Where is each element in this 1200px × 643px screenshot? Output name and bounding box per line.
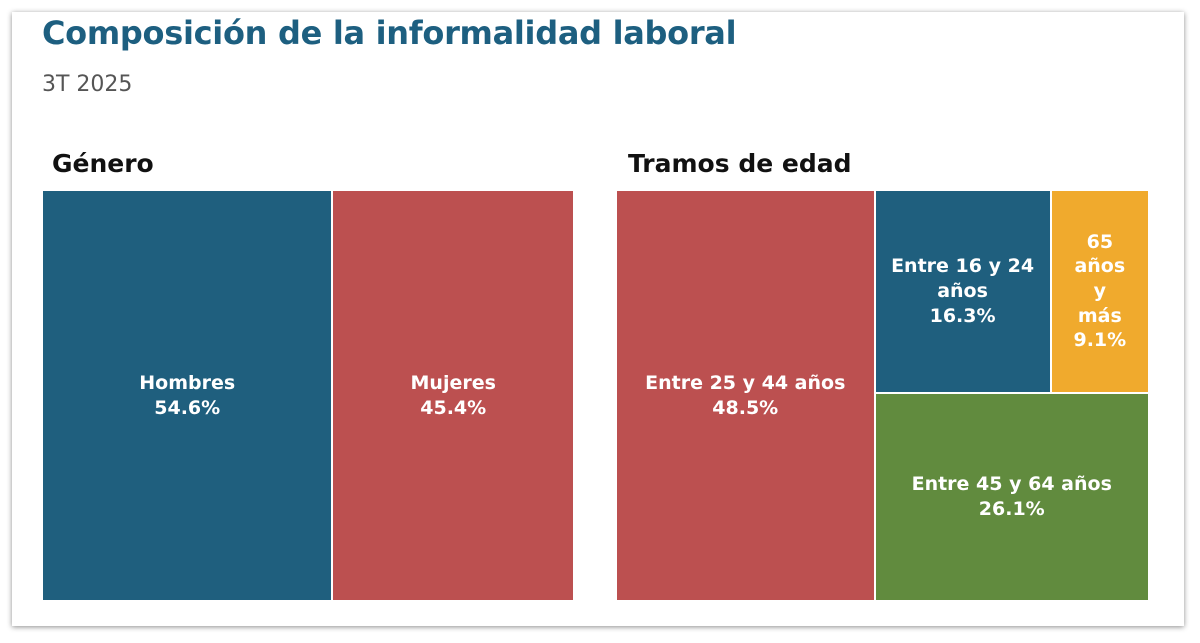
gender-panel-title: Género <box>52 149 154 178</box>
tile-category-label: Entre 16 y 24 <box>891 255 1035 278</box>
age-treemap: Entre 25 y 44 años 48.5% Entre 16 y 24 años… <box>616 190 1149 601</box>
tile-category-label: años <box>937 280 988 302</box>
treemap-tile-entre-45-y-64: Entre 45 y 64 años 26.1% <box>874 392 1149 601</box>
gender-treemap: Hombres 54.6% Mujeres 45.4% <box>42 190 574 601</box>
tile-category-label: años <box>1074 255 1126 278</box>
tile-value-label: 9.1% <box>1073 329 1127 352</box>
age-panel-title: Tramos de edad <box>628 149 852 178</box>
tile-value-label: 54.6% <box>154 396 221 419</box>
tile-category-label: más <box>1077 304 1122 327</box>
tile-value-label: 48.5% <box>712 396 779 419</box>
tile-value-label: 26.1% <box>978 497 1045 520</box>
tile-category-label: y <box>1093 280 1107 302</box>
tile-category-label: Mujeres <box>410 371 496 394</box>
treemap-tile-entre-16-y-24: Entre 16 y 24 años 16.3% <box>874 190 1051 393</box>
tile-category-label: Hombres <box>139 371 236 394</box>
tile-category-label: 65 <box>1086 230 1114 253</box>
chart-subtitle: 3T 2025 <box>42 72 133 97</box>
treemap-tile-65-y-mas: 65 años y más 9.1% <box>1050 190 1149 393</box>
treemap-tile-entre-25-y-44: Entre 25 y 44 años 48.5% <box>616 190 875 601</box>
tile-category-label: Entre 25 y 44 años <box>645 371 846 394</box>
treemap-tile-mujeres: Mujeres 45.4% <box>332 190 574 601</box>
tile-category-label: Entre 45 y 64 años <box>911 473 1112 496</box>
chart-title: Composición de la informalidad laboral <box>42 14 737 52</box>
tile-value-label: 45.4% <box>420 396 487 419</box>
treemap-tile-hombres: Hombres 54.6% <box>42 190 333 601</box>
tile-value-label: 16.3% <box>929 304 996 327</box>
